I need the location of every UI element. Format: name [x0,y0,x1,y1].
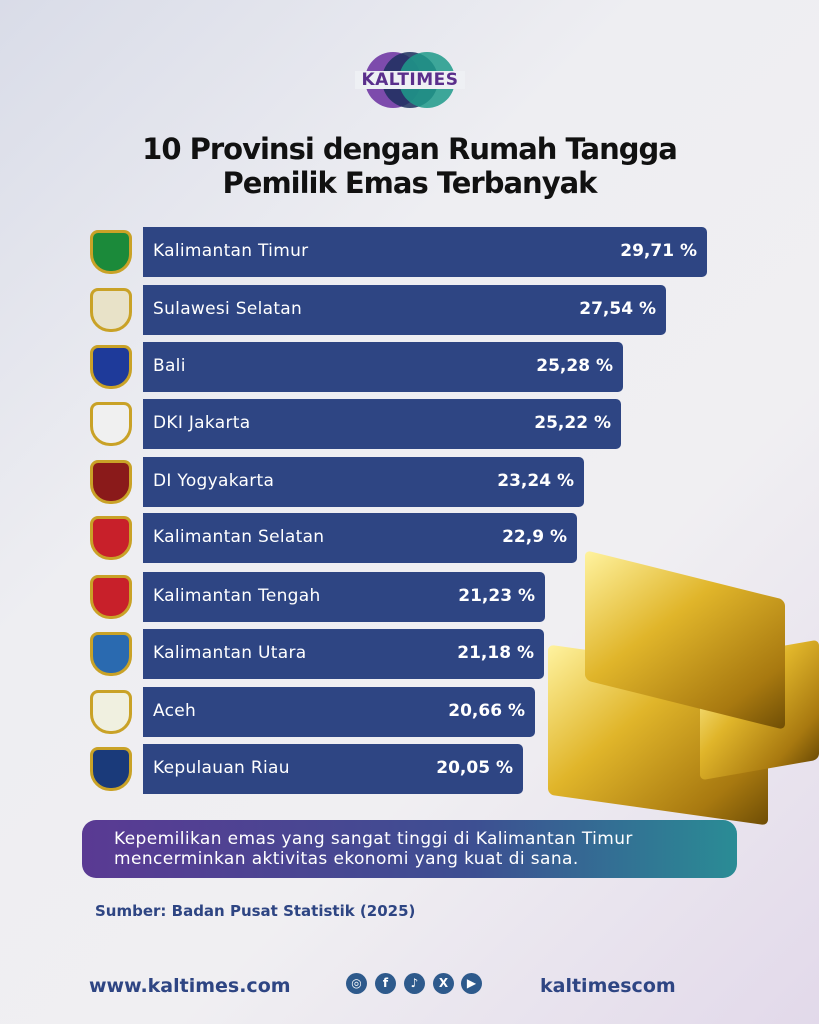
x-icon[interactable]: X [433,973,454,994]
category-label: Sulawesi Selatan [153,299,303,319]
value-label: 23,24 % [497,471,574,491]
province-emblem-icon [90,402,132,446]
bar: Aceh 20,66 % [143,687,535,737]
province-emblem-icon [90,230,132,274]
province-emblem-icon [90,575,132,619]
province-emblem-icon [90,288,132,332]
value-label: 21,23 % [458,586,535,606]
category-label: DI Yogyakarta [153,471,275,491]
instagram-icon[interactable]: ◎ [346,973,367,994]
value-label: 21,18 % [457,643,534,663]
logo-text: KALTIMES [355,71,465,89]
social-handle: kaltimescom [540,975,676,997]
bar: Kepulauan Riau 20,05 % [143,744,523,794]
website-link[interactable]: www.kaltimes.com [89,975,291,997]
category-label: Aceh [153,701,197,721]
bar: Kalimantan Timur 29,71 % [143,227,707,277]
title-line-1: 10 Provinsi dengan Rumah Tangga [142,132,678,166]
value-label: 20,66 % [448,701,525,721]
province-emblem-icon [90,632,132,676]
category-label: Bali [153,356,186,376]
value-label: 22,9 % [502,527,567,547]
bar: Kalimantan Selatan 22,9 % [143,513,577,563]
tiktok-icon[interactable]: ♪ [404,973,425,994]
callout-box: Kepemilikan emas yang sangat tinggi di K… [82,820,737,878]
province-emblem-icon [90,460,132,504]
bar: Sulawesi Selatan 27,54 % [143,285,666,335]
callout-line-2: mencerminkan aktivitas ekonomi yang kuat… [114,849,579,869]
chart-title: 10 Provinsi dengan Rumah Tangga Pemilik … [0,132,819,200]
bar: Bali 25,28 % [143,342,623,392]
youtube-icon[interactable]: ▶ [461,973,482,994]
province-emblem-icon [90,690,132,734]
callout-line-1: Kepemilikan emas yang sangat tinggi di K… [114,829,633,849]
bar: DKI Jakarta 25,22 % [143,399,621,449]
facebook-icon[interactable]: f [375,973,396,994]
bar: Kalimantan Utara 21,18 % [143,629,544,679]
category-label: Kepulauan Riau [153,758,290,778]
source-text: Sumber: Badan Pusat Statistik (2025) [95,902,416,920]
category-label: Kalimantan Timur [153,241,309,261]
category-label: Kalimantan Selatan [153,527,325,547]
bar: DI Yogyakarta 23,24 % [143,457,584,507]
bar: Kalimantan Tengah 21,23 % [143,572,545,622]
province-emblem-icon [90,747,132,791]
province-emblem-icon [90,516,132,560]
category-label: DKI Jakarta [153,413,251,433]
value-label: 25,22 % [534,413,611,433]
category-label: Kalimantan Tengah [153,586,321,606]
value-label: 20,05 % [436,758,513,778]
value-label: 25,28 % [536,356,613,376]
value-label: 27,54 % [579,299,656,319]
kaltimes-logo: KALTIMES [355,52,465,108]
category-label: Kalimantan Utara [153,643,307,663]
title-line-2: Pemilik Emas Terbanyak [222,166,598,200]
value-label: 29,71 % [620,241,697,261]
province-emblem-icon [90,345,132,389]
